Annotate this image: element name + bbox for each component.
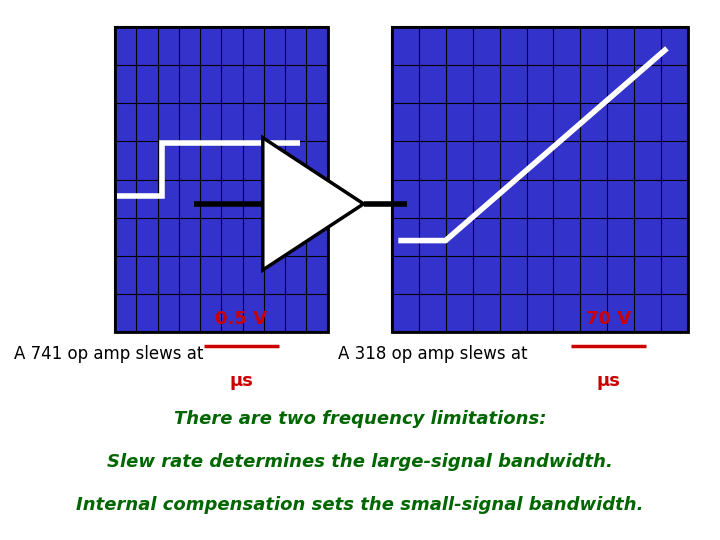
Text: Internal compensation sets the small-signal bandwidth.: Internal compensation sets the small-sig… <box>76 496 644 514</box>
Bar <box>392 27 688 332</box>
Bar <box>392 27 688 332</box>
Text: 0.5 V: 0.5 V <box>215 310 267 328</box>
Bar <box>115 27 328 332</box>
Text: μs: μs <box>596 372 621 389</box>
Polygon shape <box>263 138 364 270</box>
Bar <box>115 27 328 332</box>
Text: A 741 op amp slews at: A 741 op amp slews at <box>14 345 209 363</box>
Text: There are two frequency limitations:: There are two frequency limitations: <box>174 409 546 428</box>
Text: μs: μs <box>229 372 253 389</box>
Text: Slew rate determines the large-signal bandwidth.: Slew rate determines the large-signal ba… <box>107 453 613 471</box>
Text: 70 V: 70 V <box>586 310 631 328</box>
Text: A 318 op amp slews at: A 318 op amp slews at <box>338 345 533 363</box>
